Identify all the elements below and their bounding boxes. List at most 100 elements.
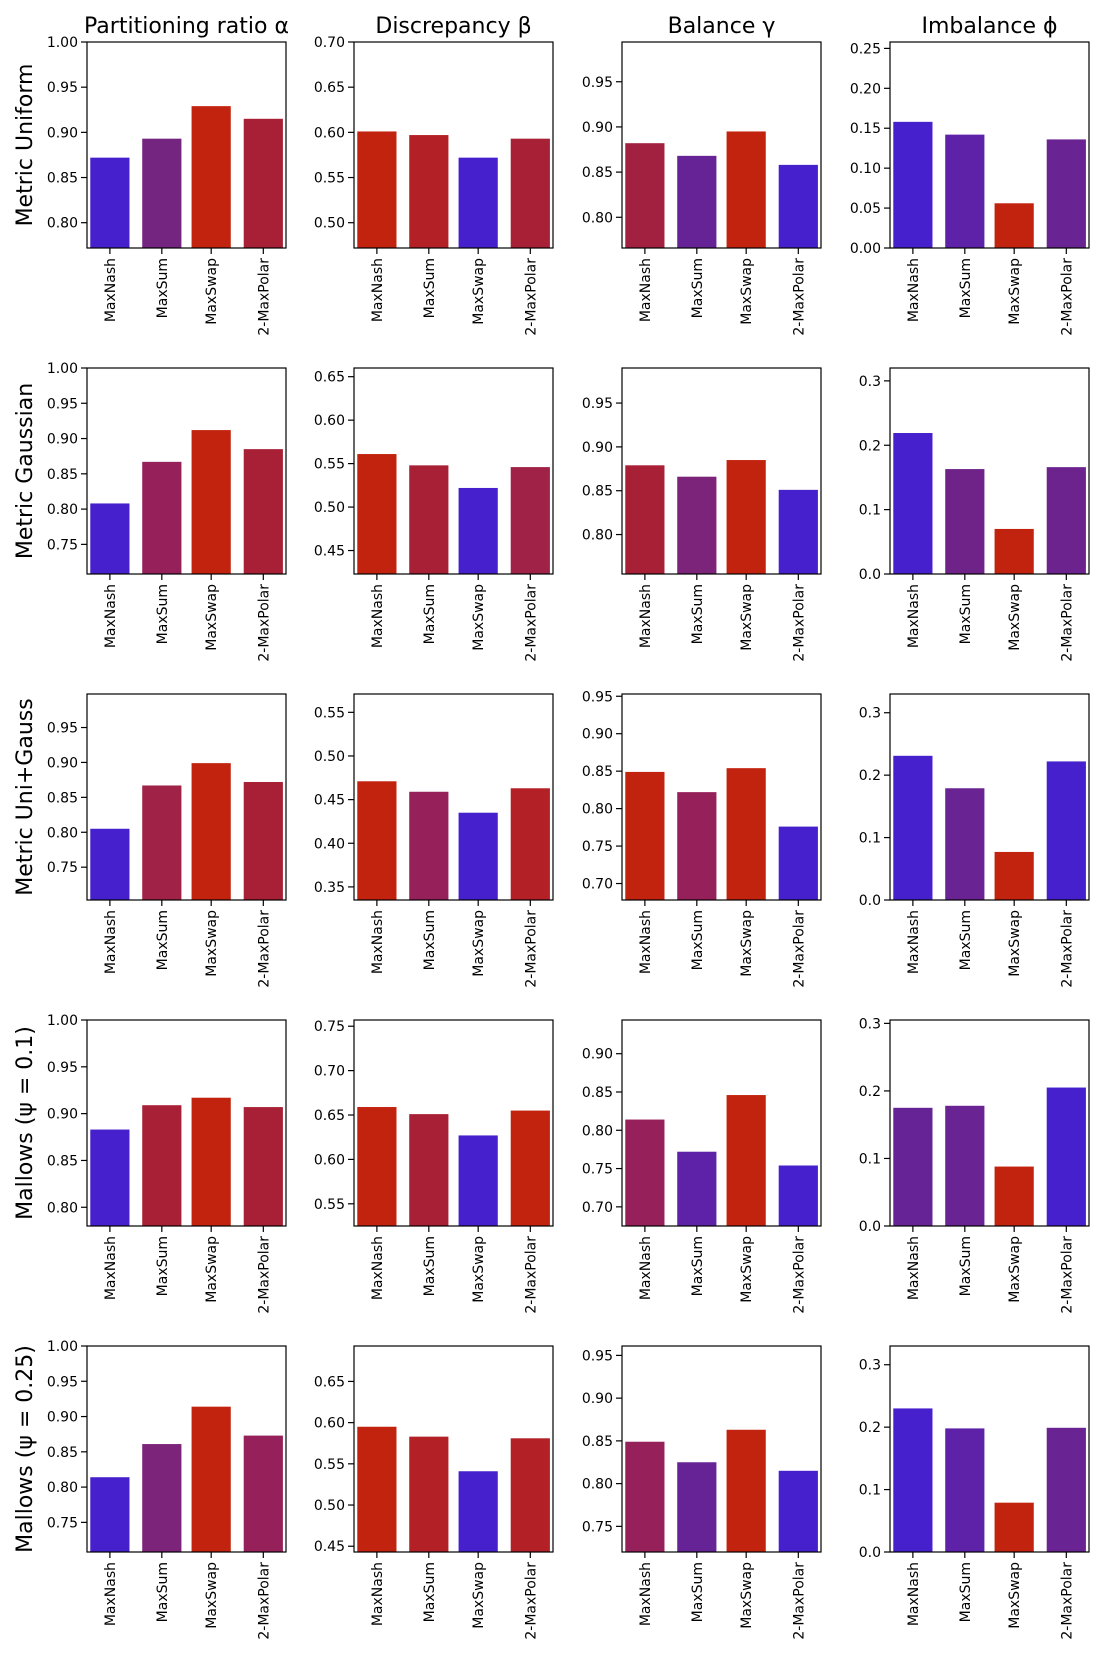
x-tick-label: MaxSum (155, 1236, 171, 1296)
x-tick-label: 2-MaxPolar (791, 1236, 807, 1314)
x-tick-label: MaxSwap (739, 584, 755, 651)
y-tick-label: 0.60 (314, 1416, 345, 1432)
y-tick-label: 0.80 (47, 216, 78, 232)
x-tick-label: MaxSum (422, 584, 438, 644)
x-tick-label: 2-MaxPolar (791, 258, 807, 336)
bar-maxswap (994, 528, 1034, 574)
y-tick-label: 0.95 (582, 396, 613, 412)
bar-maxnash (893, 433, 933, 574)
x-tick-label: MaxSwap (471, 910, 487, 977)
bar-maxswap (994, 851, 1034, 900)
bar-2-maxpolar (1046, 139, 1086, 248)
x-tick-label: MaxNash (103, 910, 119, 974)
x-tick-label: MaxNash (638, 1562, 654, 1626)
y-tick-label: 0.80 (582, 210, 613, 226)
bar-maxswap (458, 157, 498, 248)
x-tick-label: MaxSwap (204, 1562, 220, 1629)
bar-2-maxpolar (778, 164, 818, 248)
y-tick-label: 0.85 (47, 171, 78, 187)
y-tick-label: 0.20 (850, 81, 881, 97)
y-tick-label: 0.95 (47, 721, 78, 737)
y-tick-label: 0.75 (47, 537, 78, 553)
y-tick-label: 0.80 (47, 1200, 78, 1216)
bar-maxswap (458, 1135, 498, 1226)
y-tick-label: 0.75 (582, 1519, 613, 1535)
y-tick-label: 0.90 (582, 727, 613, 743)
y-tick-label: 0.1 (859, 1151, 881, 1167)
y-tick-label: 0.00 (850, 241, 881, 257)
x-tick-label: MaxSwap (204, 584, 220, 651)
y-tick-label: 0.65 (314, 80, 345, 96)
x-tick-label: MaxSum (422, 1562, 438, 1622)
bar-maxswap (994, 1502, 1034, 1552)
x-tick-label: MaxNash (638, 584, 654, 648)
x-tick-label: MaxSwap (471, 1562, 487, 1629)
x-tick-label: 2-MaxPolar (523, 1562, 539, 1640)
y-tick-label: 0.3 (859, 1358, 881, 1374)
x-tick-label: MaxNash (103, 1236, 119, 1300)
x-tick-label: MaxSwap (204, 910, 220, 977)
axes-frame (86, 1019, 287, 1227)
y-tick-label: 0.80 (582, 1477, 613, 1493)
y-tick-label: 0.80 (582, 528, 613, 544)
chart-panel: 0.80 0.85 0.90 0.95 1.00 MaxNash MaxSum MaxSwap… (47, 1013, 287, 1314)
bar-maxswap (458, 1471, 498, 1552)
x-tick-label: MaxNash (370, 910, 386, 974)
axes-frame (353, 1345, 554, 1553)
bar-maxswap (994, 1166, 1034, 1226)
chart-panel: 0.75 0.80 0.85 0.90 0.95 1.00 MaxNash MaxSum Max… (47, 1339, 287, 1640)
y-tick-label: 0.95 (582, 689, 613, 705)
y-tick-label: 0.2 (859, 1084, 881, 1100)
y-tick-label: 0.3 (859, 374, 881, 390)
bar-maxsum (409, 1114, 449, 1226)
x-tick-label: 2-MaxPolar (256, 1562, 272, 1640)
axes-frame (889, 41, 1090, 249)
bar-2-maxpolar (243, 449, 283, 574)
x-tick-label: 2-MaxPolar (523, 258, 539, 336)
bar-maxswap (458, 487, 498, 574)
y-tick-label: 0.95 (47, 396, 78, 412)
y-tick-label: 0.85 (582, 764, 613, 780)
x-tick-label: MaxSwap (1007, 1562, 1023, 1629)
chart-panel: 0.70 0.75 0.80 0.85 0.90 MaxNash MaxSum MaxSwap… (582, 1019, 822, 1314)
y-tick-label: 0.60 (314, 413, 345, 429)
y-tick-label: 0.55 (314, 171, 345, 187)
chart-panel: 0.0 0.1 0.2 0.3 MaxNash MaxSum MaxSwap 2-MaxPol… (859, 1345, 1090, 1640)
bar-maxswap (726, 460, 766, 574)
x-tick-label: MaxSwap (471, 584, 487, 651)
bar-maxnash (357, 781, 397, 900)
y-tick-label: 0.95 (47, 1374, 78, 1390)
x-tick-label: 2-MaxPolar (791, 584, 807, 662)
bar-2-maxpolar (1046, 467, 1086, 574)
x-tick-label: MaxSwap (739, 258, 755, 325)
x-tick-label: MaxSum (155, 258, 171, 318)
bar-maxnash (90, 157, 130, 248)
bar-maxswap (191, 763, 231, 900)
y-tick-label: 0.0 (859, 893, 881, 909)
y-tick-label: 0.60 (314, 125, 345, 141)
x-tick-label: MaxSwap (1007, 584, 1023, 651)
y-tick-label: 0.70 (314, 1064, 345, 1080)
bar-maxnash (357, 1107, 397, 1226)
x-tick-label: MaxSum (958, 1562, 974, 1622)
y-tick-label: 0.0 (859, 1219, 881, 1235)
chart-panel: 0.75 0.80 0.85 0.90 0.95 MaxNash MaxSum MaxSwap… (582, 1345, 822, 1640)
chart-panel: 0.80 0.85 0.90 0.95 1.00 MaxNash MaxSum MaxSwap… (47, 35, 287, 336)
bar-maxnash (90, 828, 130, 900)
y-tick-label: 0.80 (47, 502, 78, 518)
column-title: Imbalance ϕ (921, 14, 1057, 39)
axes-frame (621, 1345, 822, 1553)
bar-maxsum (945, 134, 985, 248)
x-tick-label: MaxSum (155, 584, 171, 644)
bar-maxsum (142, 785, 182, 900)
x-tick-label: MaxSum (958, 258, 974, 318)
y-tick-label: 0.85 (47, 1153, 78, 1169)
y-tick-label: 0.45 (314, 544, 345, 560)
axes-frame (889, 693, 1090, 901)
x-tick-label: 2-MaxPolar (256, 258, 272, 336)
y-tick-label: 0.60 (314, 1152, 345, 1168)
y-tick-label: 0.95 (47, 80, 78, 96)
x-tick-label: MaxSwap (739, 910, 755, 977)
y-tick-label: 0.2 (859, 438, 881, 454)
axes-frame (86, 41, 287, 249)
